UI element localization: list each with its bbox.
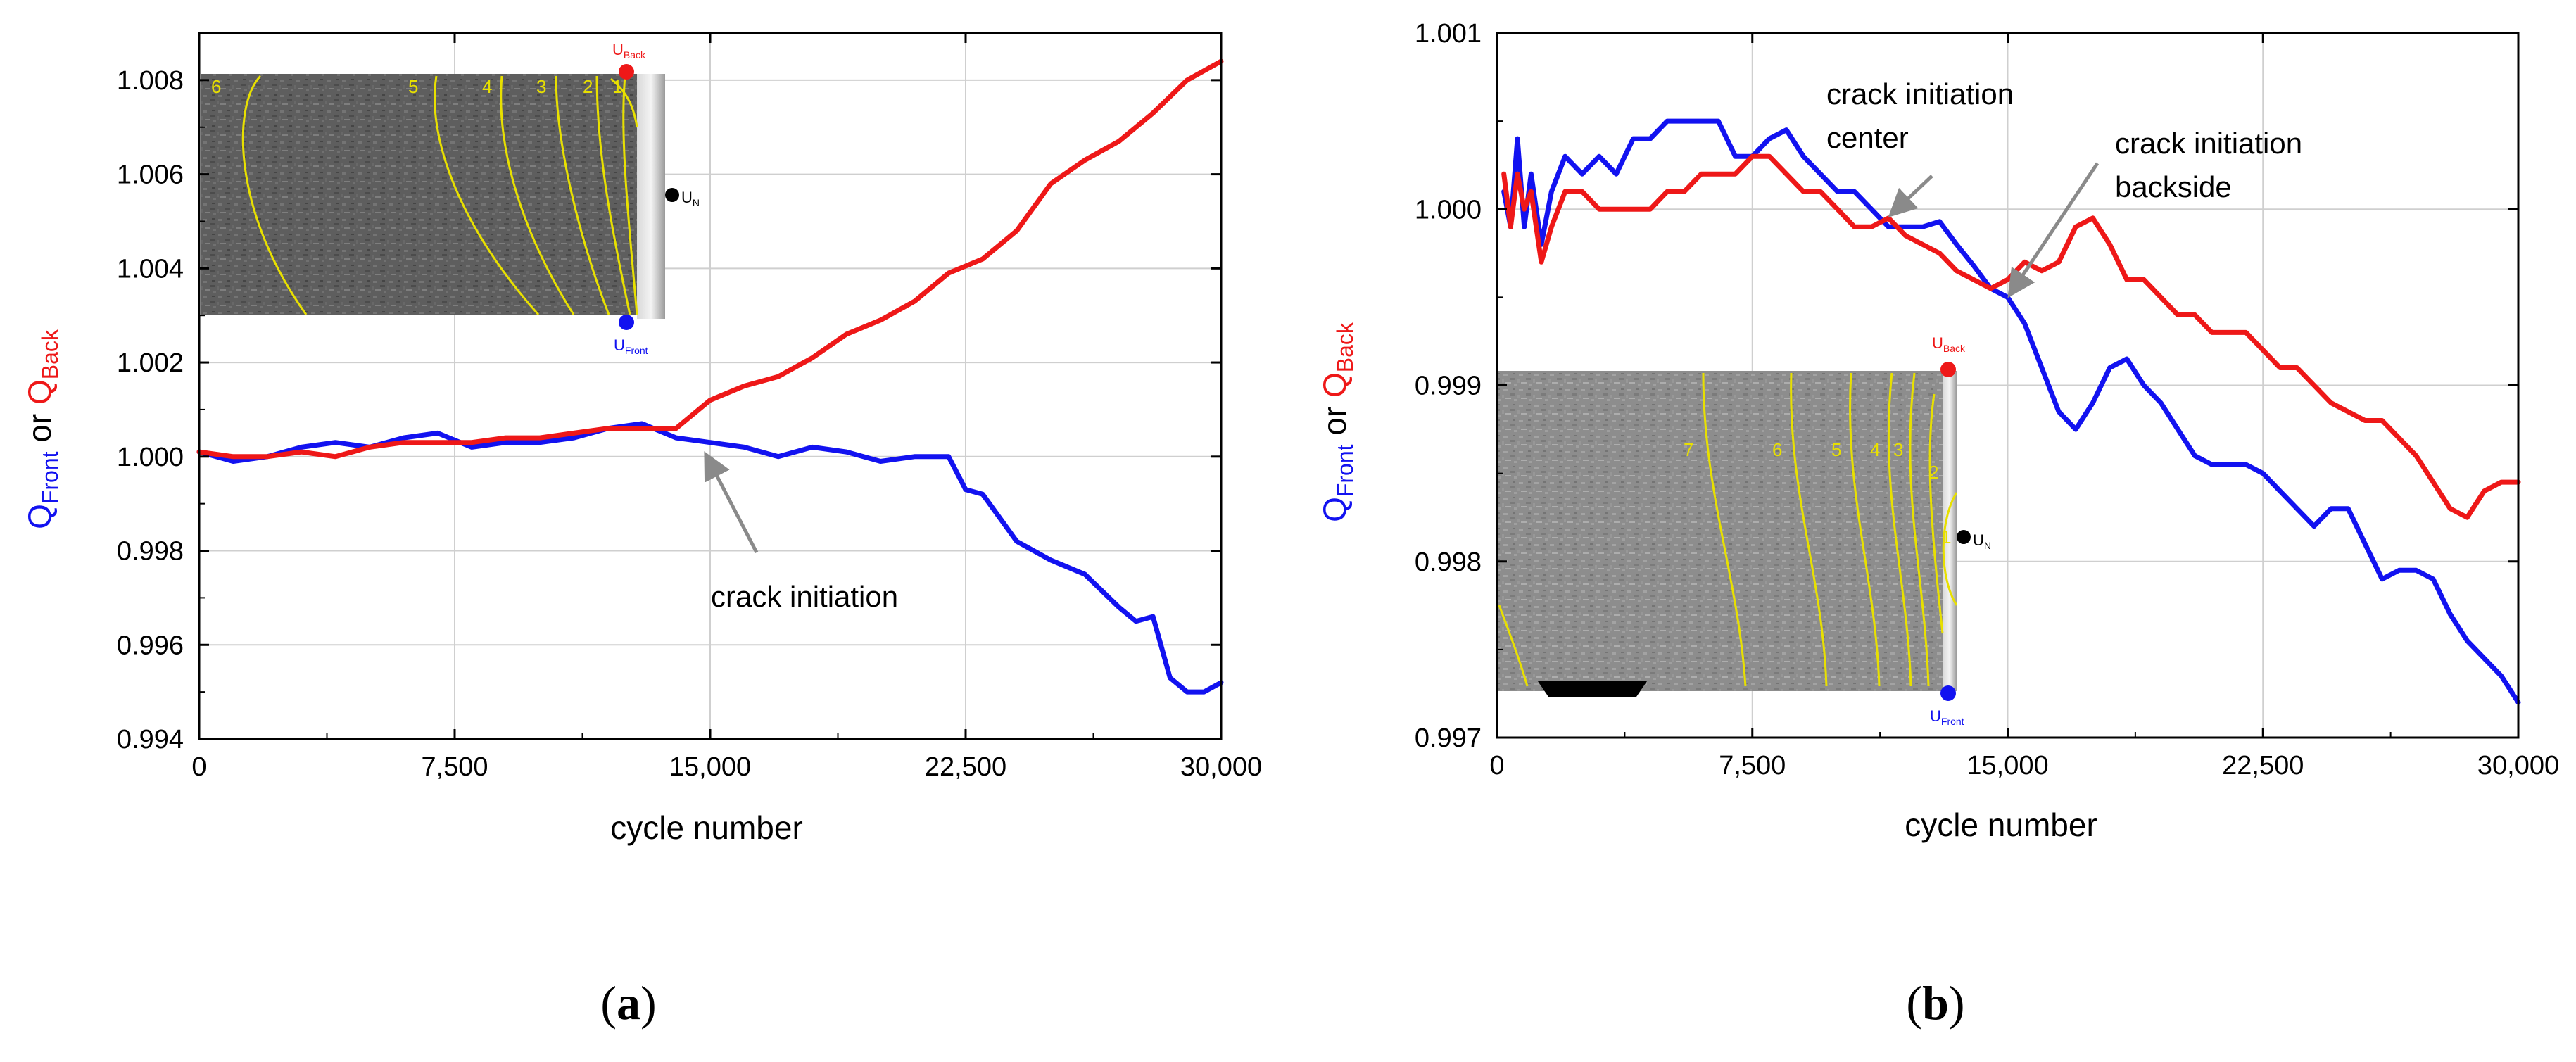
axes: 0 7,500 15,000 22,500 30,000 0.994 0.996 0.998 1… <box>117 32 1262 782</box>
contour-label: 7 <box>1684 439 1693 460</box>
y-tick-label: 0.998 <box>1415 548 1482 577</box>
y-tick-label: 0.999 <box>1415 372 1482 401</box>
x-tick-label: 30,000 <box>1180 752 1262 782</box>
back-sensor-marker <box>619 64 634 80</box>
panel-label-a: (a) <box>600 976 656 1030</box>
back-sensor-label: UBack <box>612 41 646 61</box>
fracture-surface-shade <box>1497 371 1955 691</box>
specimen-edge <box>637 74 665 319</box>
y-tick-label: 1.006 <box>117 160 184 190</box>
x-axis-label: cycle number <box>1905 807 2097 843</box>
contour-label: 1 <box>612 76 622 97</box>
y-tick-label: 0.998 <box>117 537 184 567</box>
crack-front-contour <box>434 75 540 316</box>
y-tick-label: 0.994 <box>117 725 184 754</box>
contour-label: 4 <box>1870 439 1880 460</box>
x-tick-label: 7,500 <box>1719 751 1786 780</box>
panel-label-b: (b) <box>1906 976 1964 1030</box>
y-tick-label: 1.008 <box>117 66 184 96</box>
x-tick-label: 22,500 <box>2222 751 2304 780</box>
crack-front-contour <box>241 75 308 315</box>
contour-label: 1 <box>1941 526 1951 548</box>
front-sensor-marker <box>619 315 634 330</box>
front-sensor-label: UFront <box>614 336 648 356</box>
y-axis-label: QFront or QBack <box>1316 322 1358 522</box>
series-line-QFront <box>1501 118 2521 705</box>
series-line-QBack <box>196 58 1224 460</box>
crack-front-contour <box>595 75 631 315</box>
annotation-crack-initiation-backside: crack initiation backside <box>2115 127 2311 203</box>
crack-front-contour <box>1942 492 1958 606</box>
contour-label: 6 <box>211 76 221 97</box>
series-line-QFront <box>196 421 1224 695</box>
x-tick-label: 0 <box>191 752 206 782</box>
y-tick-label: 0.997 <box>1415 723 1482 753</box>
x-tick-label: 22,500 <box>925 752 1006 782</box>
crack-front-contour <box>500 75 575 315</box>
annotation-crack-initiation: crack initiation <box>711 580 898 613</box>
annotation-arrow-backside <box>2007 162 2100 298</box>
y-tick-label: 1.000 <box>117 443 184 472</box>
contour-label: 5 <box>408 76 418 97</box>
n-sensor-marker <box>665 188 679 202</box>
contour-label: 2 <box>1928 462 1938 483</box>
n-sensor-label: UN <box>681 189 700 208</box>
x-tick-label: 15,000 <box>1966 751 2048 780</box>
contour-label: 2 <box>583 76 593 97</box>
fracture-surface-shade <box>201 74 658 315</box>
back-sensor-marker <box>1940 362 1956 377</box>
specimen-base-shadow <box>1538 681 1647 697</box>
crack-front-contour <box>555 75 610 315</box>
x-axis-label: cycle number <box>610 809 803 846</box>
axes: 0 7,500 15,000 22,500 30,000 0.997 0.998 0.999 1… <box>1415 19 2559 780</box>
y-tick-label: 1.004 <box>117 254 184 284</box>
annotation-crack-initiation-center: crack initiation center <box>1826 77 2022 154</box>
data-series <box>196 58 1224 695</box>
y-tick-label: 1.001 <box>1415 19 1482 49</box>
y-axis-label: QFront or QBack <box>21 329 63 529</box>
contour-label: 3 <box>1893 439 1903 460</box>
crack-front-contour <box>1849 372 1881 687</box>
chart-panel-b: 7 6 5 4 3 2 1 UBack UFront UN 0 7,500 15,0… <box>1316 19 2559 1030</box>
annotation-arrow <box>704 451 759 554</box>
crack-front-contour <box>1498 605 1529 687</box>
chart-panel-a: 6 5 4 3 2 1 UBack UFront UN 0 7,500 15,000… <box>21 32 1262 1030</box>
x-tick-label: 15,000 <box>669 752 751 782</box>
crack-front-contour <box>1790 372 1828 687</box>
y-tick-label: 1.000 <box>1415 195 1482 225</box>
x-tick-label: 30,000 <box>2477 751 2559 780</box>
series-line-QBack <box>1501 153 2521 520</box>
n-sensor-label: UN <box>1973 531 1991 551</box>
annotation-arrow-center <box>1888 175 1933 217</box>
crack-front-contour <box>610 77 638 127</box>
specimen-inset-image: 6 5 4 3 2 1 UBack UFront UN <box>201 41 700 356</box>
contour-label: 4 <box>482 76 492 97</box>
crack-front-contour <box>1909 372 1930 687</box>
crack-front-contour <box>1887 372 1912 687</box>
crack-front-contour <box>1702 372 1747 687</box>
specimen-inset-image: 7 6 5 4 3 2 1 UBack UFront UN <box>1497 334 1991 727</box>
front-sensor-label: UFront <box>1930 707 1964 727</box>
contour-label: 5 <box>1831 439 1841 460</box>
x-tick-label: 7,500 <box>421 752 488 782</box>
n-sensor-marker <box>1957 530 1971 544</box>
fracture-surface-photo <box>1497 371 1955 691</box>
front-sensor-marker <box>1940 685 1956 701</box>
contour-label: 3 <box>536 76 546 97</box>
x-tick-label: 0 <box>1489 751 1504 780</box>
fracture-surface-photo <box>201 74 658 315</box>
back-sensor-label: UBack <box>1932 334 1966 354</box>
y-tick-label: 0.996 <box>117 631 184 660</box>
data-series <box>1501 118 2521 705</box>
contour-label: 6 <box>1772 439 1782 460</box>
specimen-edge <box>1943 371 1957 691</box>
crack-front-contour <box>622 75 638 315</box>
y-tick-label: 1.002 <box>117 348 184 378</box>
crack-front-contour <box>1928 393 1944 634</box>
